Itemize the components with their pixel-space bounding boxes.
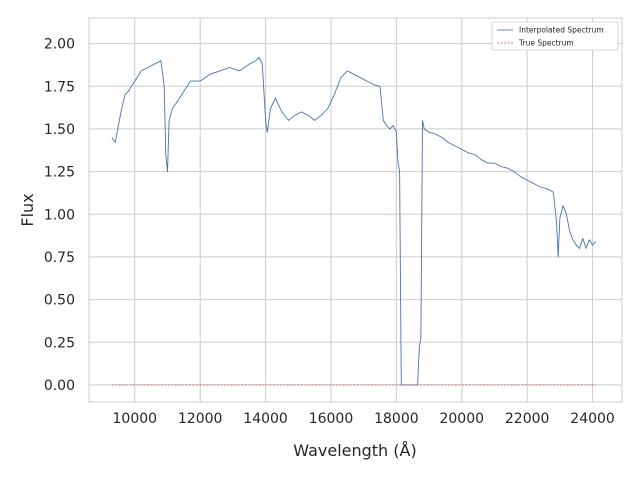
interpolated-spectrum-line <box>111 56 597 386</box>
y-tick-label: 2.00 <box>44 37 75 53</box>
plot-frame <box>88 17 623 403</box>
x-tick-label: 16000 <box>309 411 354 427</box>
legend-label-true: True Spectrum <box>518 39 574 48</box>
y-tick-label: 1.50 <box>44 122 75 138</box>
x-tick-label: 22000 <box>505 411 550 427</box>
x-tick-label: 18000 <box>374 411 419 427</box>
x-tick-labels: 10000 12000 14000 16000 18000 20000 22000 24000 <box>113 411 615 427</box>
grid-lines <box>89 18 622 402</box>
y-tick-label: 0.50 <box>44 293 75 309</box>
y-tick-label: 1.25 <box>44 165 75 181</box>
y-tick-label: 0.00 <box>44 378 75 394</box>
x-axis-label: Wavelength (Å) <box>293 441 416 460</box>
series-layer <box>111 56 597 386</box>
x-tick-label: 12000 <box>178 411 223 427</box>
x-tick-label: 10000 <box>113 411 158 427</box>
y-tick-label: 0.75 <box>44 250 75 266</box>
y-tick-label: 0.25 <box>44 335 75 351</box>
x-tick-label: 24000 <box>570 411 615 427</box>
legend: Interpolated Spectrum True Spectrum <box>491 21 619 51</box>
x-tick-label: 14000 <box>243 411 288 427</box>
legend-label-interpolated: Interpolated Spectrum <box>519 26 604 35</box>
y-tick-label: 1.75 <box>44 79 75 95</box>
x-tick-label: 20000 <box>439 411 484 427</box>
y-axis-label: Flux <box>18 193 37 226</box>
plot-area <box>111 56 597 386</box>
y-tick-labels: 0.00 0.25 0.50 0.75 1.00 1.25 1.50 1.75 2.00 <box>44 37 75 394</box>
y-tick-label: 1.00 <box>44 207 75 223</box>
legend-box <box>491 21 619 51</box>
